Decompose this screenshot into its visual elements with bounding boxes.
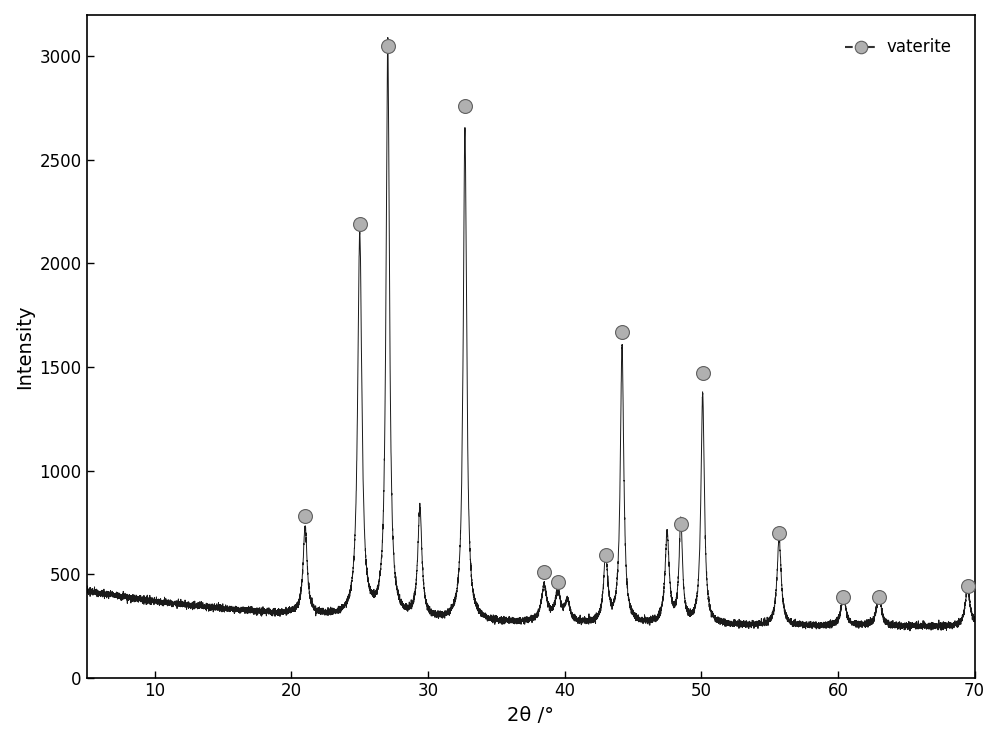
Y-axis label: Intensity: Intensity	[15, 304, 34, 388]
Legend: vaterite: vaterite	[838, 32, 958, 63]
X-axis label: 2θ /°: 2θ /°	[507, 706, 554, 725]
